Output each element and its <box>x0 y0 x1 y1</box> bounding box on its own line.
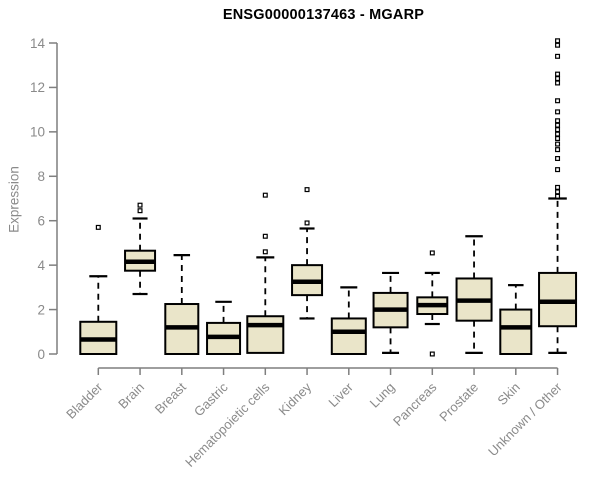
chart-title: ENSG00000137463 - MGARP <box>222 7 425 23</box>
box <box>246 315 285 354</box>
y-tick-label: 12 <box>30 80 45 95</box>
x-tick-label: Gastric <box>191 379 231 419</box>
outlier-point <box>95 224 101 230</box>
box-group-gastric <box>206 300 242 355</box>
box-group-skin <box>499 284 533 356</box>
outlier-point <box>429 250 435 256</box>
box-group-pancreas <box>416 250 449 357</box>
outlier-point <box>262 192 268 198</box>
x-tick-label: Kidney <box>275 379 314 418</box>
outlier-point <box>137 208 143 214</box>
outlier-point <box>555 131 561 137</box>
box-group-prostate <box>455 235 493 354</box>
box-group-liver <box>330 286 367 356</box>
outlier-point <box>429 351 435 357</box>
box-group-lung <box>372 271 409 354</box>
outlier-point <box>555 189 561 195</box>
y-tick-label: 10 <box>30 125 45 140</box>
outlier-point <box>555 184 561 190</box>
x-tick-label: Lung <box>367 380 398 411</box>
outlier-point <box>262 249 268 255</box>
outlier-point <box>304 187 310 193</box>
y-tick-label: 0 <box>37 347 45 362</box>
x-tick-label: Liver <box>325 379 356 410</box>
box <box>330 317 367 356</box>
x-tick-label: Bladder <box>63 379 106 422</box>
outlier-point <box>555 38 561 44</box>
outlier-point <box>555 53 561 59</box>
x-tick-label: Prostate <box>436 380 481 425</box>
y-tick-label: 6 <box>37 214 45 229</box>
x-tick-label: Pancreas <box>390 379 440 429</box>
outlier-point <box>137 202 143 208</box>
box-group-hematopoietic-cells <box>246 192 285 354</box>
outlier-point <box>555 42 561 48</box>
outlier-point <box>555 109 561 115</box>
box-group-bladder <box>79 224 118 355</box>
outlier-point <box>555 98 561 104</box>
outlier-point <box>555 156 561 162</box>
outlier-point <box>555 136 561 142</box>
box <box>499 308 533 356</box>
outlier-point <box>555 118 561 124</box>
y-tick-label: 2 <box>37 302 45 317</box>
outlier-point <box>555 76 561 82</box>
x-tick-label: Breast <box>152 379 189 416</box>
x-tick-label: Unknown / Other <box>485 379 565 459</box>
box-group-kidney <box>291 187 324 320</box>
x-tick-label: Brain <box>115 380 147 412</box>
outlier-point <box>304 220 310 226</box>
outlier-point <box>555 71 561 77</box>
box-group-unknown-other <box>538 38 578 354</box>
outlier-point <box>555 167 561 173</box>
y-tick-label: 14 <box>30 36 46 51</box>
y-tick-label: 8 <box>37 169 45 184</box>
outlier-point <box>555 127 561 133</box>
y-tick-label: 4 <box>37 258 45 273</box>
x-tick-label: Skin <box>494 380 522 408</box>
outlier-point <box>555 193 561 199</box>
outlier-point <box>555 141 561 147</box>
outlier-point <box>555 122 561 128</box>
outlier-point <box>262 233 268 239</box>
outlier-point <box>555 80 561 86</box>
outlier-point <box>555 147 561 153</box>
box-group-brain <box>124 202 157 296</box>
box-group-breast <box>164 254 200 355</box>
